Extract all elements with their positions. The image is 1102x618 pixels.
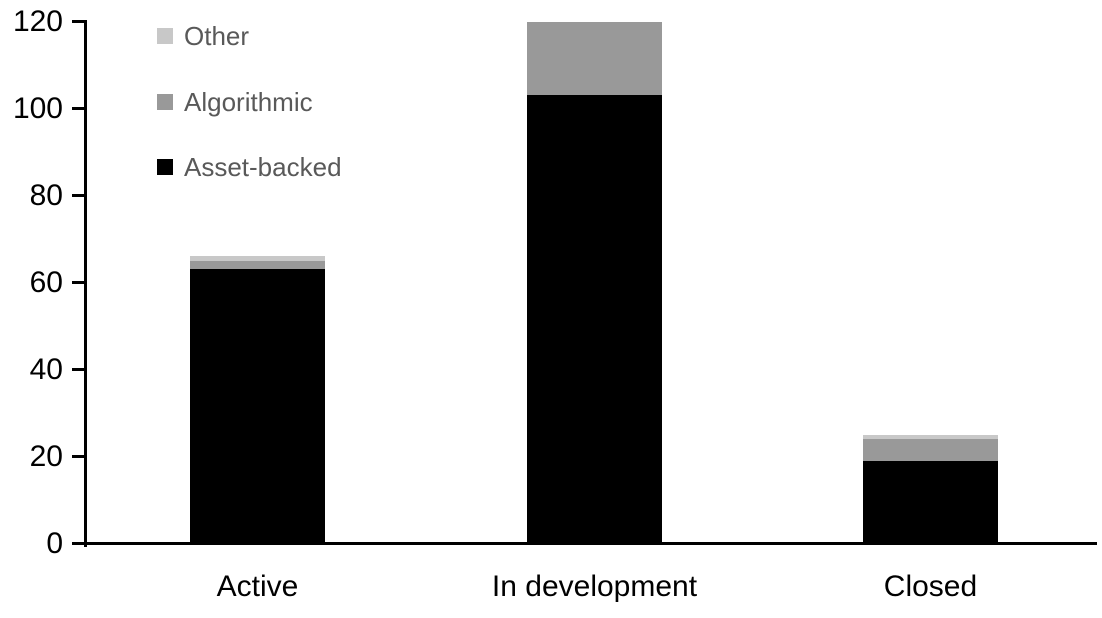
- bar-segment-other: [190, 256, 325, 261]
- legend-label: Other: [184, 21, 250, 51]
- y-axis-tick: [72, 20, 85, 23]
- x-axis-line: [72, 542, 1097, 545]
- y-tick-label: 0: [46, 526, 63, 560]
- legend-swatch-other: [157, 28, 173, 44]
- y-axis-tick: [72, 542, 85, 545]
- legend-label: Asset-backed: [184, 152, 342, 182]
- y-axis-tick: [72, 368, 85, 371]
- y-tick-label: 80: [29, 178, 63, 212]
- x-category-label: Closed: [883, 570, 978, 603]
- y-axis-line: [84, 20, 87, 547]
- y-axis-tick: [72, 194, 85, 197]
- x-category-label: In development: [491, 570, 698, 603]
- legend-swatch-asset-backed: [157, 159, 173, 175]
- y-tick-label: 20: [29, 439, 63, 473]
- bar-segment-asset-backed: [527, 95, 662, 544]
- y-tick-label: 40: [29, 352, 63, 386]
- y-axis-tick: [72, 455, 85, 458]
- y-axis-tick: [72, 281, 85, 284]
- bar-segment-algorithmic: [527, 21, 662, 96]
- y-tick-label: 100: [12, 91, 63, 125]
- bar-segment-other: [863, 434, 998, 440]
- y-axis-tick: [72, 107, 85, 110]
- bar-segment-asset-backed: [863, 460, 998, 544]
- x-category-label: Active: [216, 570, 299, 603]
- y-tick-label: 60: [29, 265, 63, 299]
- legend-swatch-algorithmic: [157, 93, 173, 110]
- bar-segment-algorithmic: [863, 439, 998, 461]
- bar-segment-asset-backed: [190, 269, 325, 544]
- legend-label: Algorithmic: [184, 86, 313, 117]
- bar-segment-algorithmic: [190, 260, 325, 270]
- y-tick-label: 120: [12, 4, 63, 38]
